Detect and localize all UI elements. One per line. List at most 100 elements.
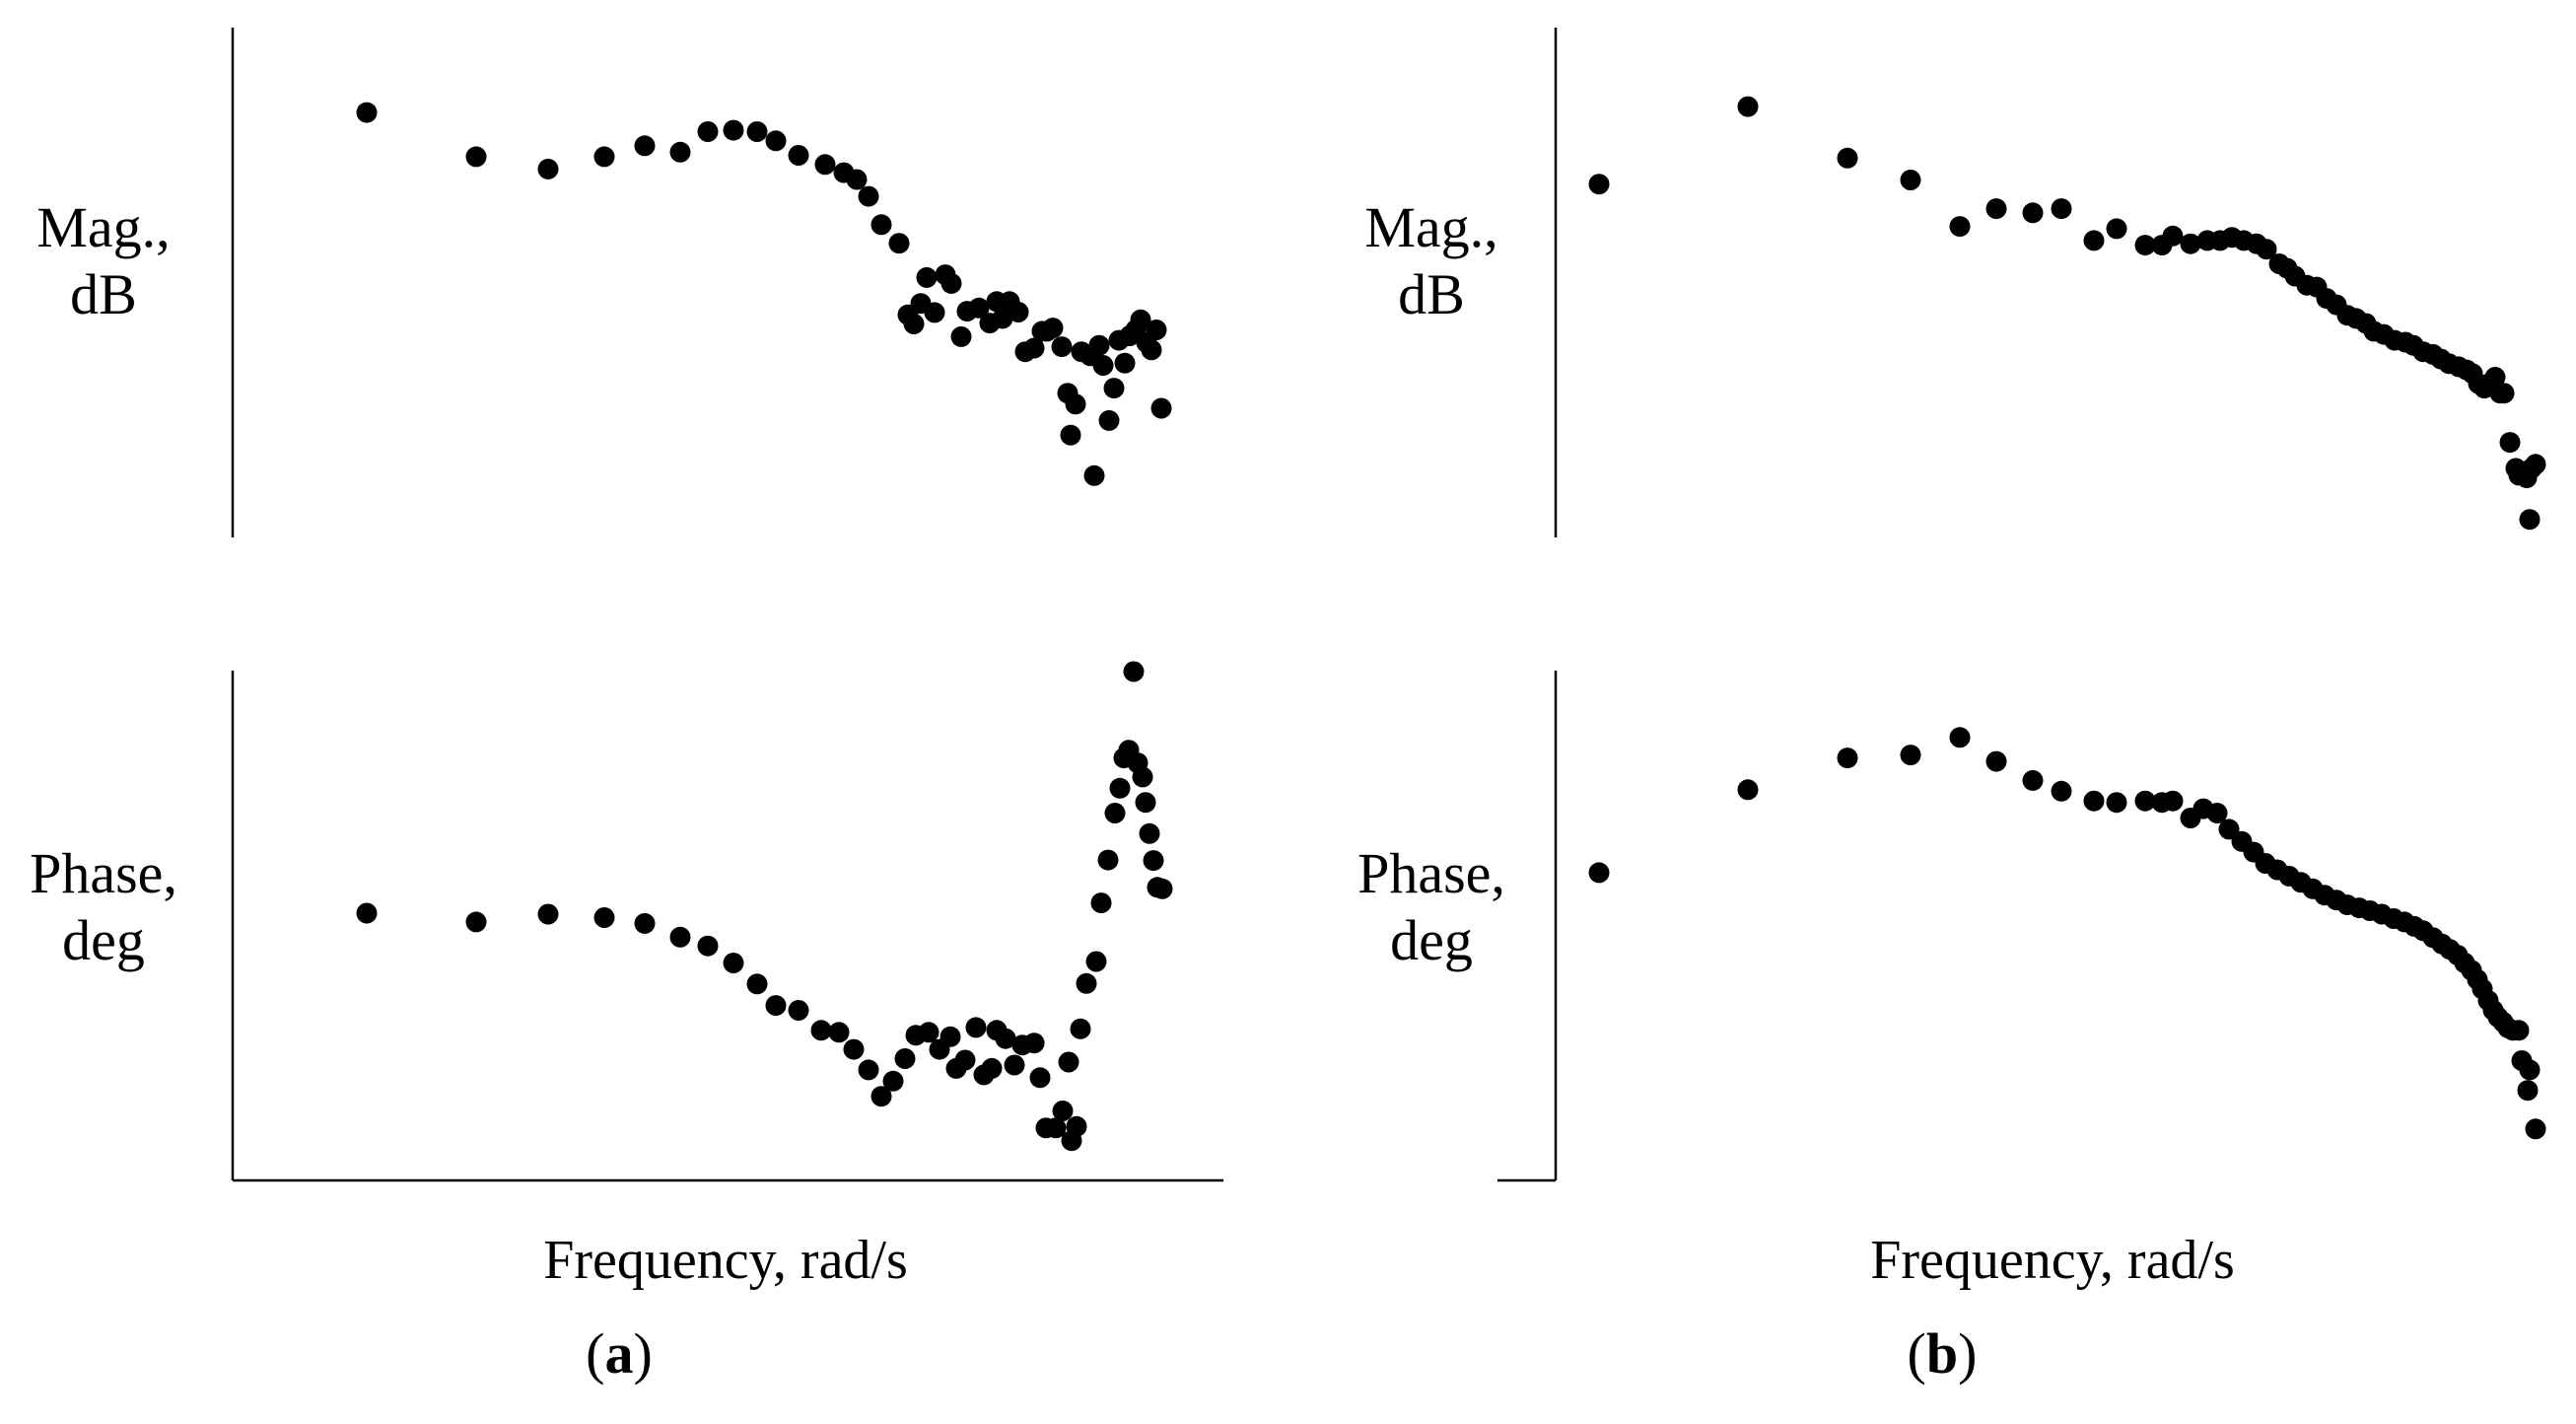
data-point xyxy=(2256,239,2277,260)
data-point xyxy=(858,185,879,207)
data-point xyxy=(697,935,719,957)
data-point xyxy=(1114,352,1136,374)
data-point xyxy=(954,1049,976,1071)
data-point xyxy=(903,314,925,334)
data-point xyxy=(2206,803,2228,823)
panel-label: (b) xyxy=(1908,1321,1978,1386)
data-point xyxy=(1023,1032,1045,1054)
data-point xyxy=(1051,336,1073,358)
data-point xyxy=(746,121,768,142)
data-point xyxy=(1949,727,1971,748)
data-point xyxy=(1132,766,1153,788)
data-point xyxy=(1151,878,1173,899)
data-point xyxy=(1045,1117,1067,1139)
data-point xyxy=(2499,432,2521,454)
data-point xyxy=(828,1022,850,1043)
data-point xyxy=(2022,769,2044,791)
data-point xyxy=(356,102,378,123)
data-point xyxy=(593,907,615,928)
data-point xyxy=(888,233,910,254)
data-point xyxy=(1130,309,1151,330)
data-point xyxy=(1143,850,1164,872)
data-point xyxy=(1146,320,1167,340)
data-point xyxy=(940,272,962,294)
panel-letter: a xyxy=(605,1321,634,1386)
data-point xyxy=(634,135,656,157)
y-axis-label-line: dB xyxy=(1398,262,1465,326)
data-point xyxy=(1070,1018,1091,1039)
data-point xyxy=(1083,464,1105,486)
data-point xyxy=(537,158,559,179)
data-point xyxy=(2134,790,2156,812)
data-point xyxy=(2134,235,2156,256)
data-point xyxy=(788,1000,809,1021)
data-point xyxy=(924,302,945,323)
subplot-magnitude: Mag.,dB xyxy=(1364,28,2546,537)
data-point xyxy=(2484,367,2506,388)
data-point xyxy=(1985,750,2007,772)
data-point xyxy=(746,973,768,995)
data-point xyxy=(1150,397,1172,419)
data-point xyxy=(1737,96,1759,117)
data-point xyxy=(968,297,990,319)
data-point xyxy=(2508,1020,2530,1041)
data-point xyxy=(356,902,378,924)
data-point xyxy=(669,141,691,163)
data-point xyxy=(995,1028,1016,1049)
data-point xyxy=(1123,661,1145,682)
data-point xyxy=(2083,790,2105,812)
data-point xyxy=(1985,198,2007,220)
data-point xyxy=(765,130,787,152)
y-axis-label-line: deg xyxy=(62,908,145,972)
data-point xyxy=(1076,972,1097,994)
data-point xyxy=(1004,1054,1025,1076)
y-axis-label-line: dB xyxy=(70,262,137,326)
data-point xyxy=(1588,174,1610,195)
data-point xyxy=(882,1070,904,1092)
data-point xyxy=(965,1017,987,1038)
data-point xyxy=(1109,777,1131,799)
data-point xyxy=(2051,198,2072,220)
data-point xyxy=(1088,334,1110,356)
panel-b: Mag.,dB Phase,deg Frequency, rad/s (b) xyxy=(1358,28,2546,1386)
data-point xyxy=(2106,792,2127,814)
data-point xyxy=(1092,355,1114,376)
data-point xyxy=(1052,1101,1074,1121)
data-point xyxy=(1058,1051,1079,1073)
subplot-phase: Phase,deg Frequency, rad/s xyxy=(1358,671,2546,1291)
data-point xyxy=(870,1086,892,1107)
data-point xyxy=(2218,819,2240,840)
data-point xyxy=(2519,1059,2541,1081)
data-point xyxy=(1103,378,1125,399)
data-point xyxy=(858,1059,879,1081)
data-point xyxy=(765,995,787,1017)
data-point xyxy=(1837,748,1858,769)
data-point xyxy=(2519,509,2541,531)
data-point xyxy=(1900,170,1921,190)
subplot-phase: Phase,deg Frequency, rad/s xyxy=(30,661,1223,1291)
data-point xyxy=(843,1038,865,1060)
data-point xyxy=(1737,779,1759,801)
data-point xyxy=(950,325,972,347)
data-point xyxy=(465,911,487,933)
data-point xyxy=(1085,951,1107,972)
data-point xyxy=(2493,383,2515,404)
panel-label: (a) xyxy=(586,1321,653,1386)
y-axis-label-line: deg xyxy=(1390,908,1473,972)
data-point xyxy=(870,214,892,236)
data-point xyxy=(2517,1080,2539,1102)
data-point xyxy=(1098,409,1120,431)
y-axis-label-line: Mag., xyxy=(36,195,170,259)
data-point xyxy=(940,1026,961,1047)
data-point xyxy=(1060,424,1081,446)
data-point xyxy=(846,169,868,190)
data-point xyxy=(2106,218,2127,240)
data-point xyxy=(1097,849,1119,871)
data-point xyxy=(1029,1067,1051,1089)
data-point xyxy=(1104,803,1126,823)
data-point xyxy=(2162,790,2184,812)
data-point xyxy=(634,912,656,934)
panel-letter: b xyxy=(1926,1321,1958,1386)
data-point xyxy=(723,953,744,973)
data-point xyxy=(981,1057,1003,1079)
